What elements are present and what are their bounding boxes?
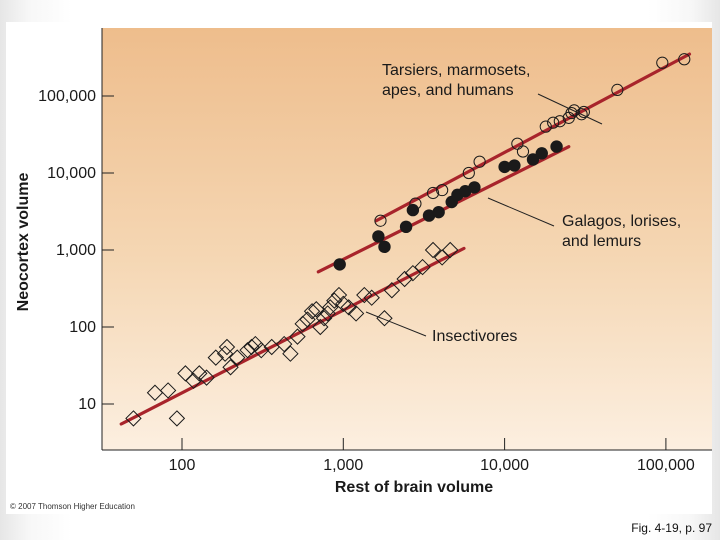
- data-point-open-diamond: [303, 303, 321, 320]
- data-point-filled-circle: [550, 140, 563, 153]
- data-point-filled-circle: [508, 159, 521, 172]
- data-point-open-circle: [553, 115, 566, 128]
- x-tick-label: 10,000: [480, 457, 529, 474]
- data-point-open-diamond: [177, 365, 194, 382]
- regression-line: [374, 52, 692, 223]
- data-point-open-circle: [568, 104, 581, 117]
- data-point-open-diamond: [222, 359, 239, 376]
- data-point-filled-circle: [422, 209, 436, 222]
- data-point-filled-circle: [378, 240, 391, 254]
- x-tick-label: 100: [169, 457, 196, 474]
- data-point-open-circle: [436, 183, 449, 197]
- data-point-open-diamond: [198, 369, 215, 386]
- data-point-open-diamond: [330, 286, 348, 304]
- data-point-open-circle: [426, 186, 440, 200]
- data-points: [125, 53, 691, 427]
- data-point-open-diamond: [239, 341, 256, 359]
- data-point-open-diamond: [207, 349, 225, 366]
- data-point-open-diamond: [146, 384, 164, 401]
- data-point-open-diamond: [424, 241, 442, 259]
- series-annotation-label: Tarsiers, marmosets,: [382, 62, 530, 79]
- data-point-open-diamond: [185, 372, 202, 390]
- data-point-open-diamond: [299, 311, 316, 328]
- y-tick-label: 100: [69, 319, 96, 336]
- data-point-open-circle: [516, 145, 530, 158]
- data-point-open-diamond: [168, 410, 186, 427]
- data-point-open-diamond: [383, 282, 401, 299]
- copyright-notice: © 2007 Thomson Higher Education: [10, 502, 135, 511]
- x-tick-label: 100,000: [637, 457, 695, 474]
- data-point-filled-circle: [432, 205, 445, 219]
- annotation-leader-line: [537, 93, 603, 125]
- data-point-open-circle: [577, 105, 590, 119]
- data-point-open-diamond: [340, 299, 357, 316]
- data-point-open-diamond: [125, 410, 142, 427]
- data-point-filled-circle: [406, 203, 420, 217]
- data-point-filled-circle: [526, 153, 540, 166]
- data-point-open-circle: [575, 108, 588, 121]
- plot-area: [102, 28, 712, 450]
- y-tick-label: 10: [78, 396, 96, 413]
- brain-volume-scatter-chart: 10 100 1,000 10,000 100,000 100 1,000 10,000 100…: [15, 28, 712, 496]
- data-point-open-circle: [678, 53, 691, 66]
- figure-caption: Fig. 4-19, p. 97: [631, 521, 712, 535]
- data-point-open-circle: [473, 155, 486, 168]
- data-point-open-diamond: [275, 335, 293, 353]
- data-point-open-diamond: [243, 338, 260, 356]
- data-point-open-circle: [539, 120, 552, 133]
- data-point-filled-circle: [535, 147, 548, 160]
- data-point-open-diamond: [315, 310, 333, 327]
- figure-panel: 10 100 1,000 10,000 100,000 100 1,000 10,000 100…: [6, 22, 712, 514]
- data-point-open-diamond: [159, 382, 177, 399]
- data-point-open-diamond: [218, 338, 236, 356]
- data-point-open-diamond: [322, 299, 339, 316]
- data-point-open-diamond: [363, 289, 380, 306]
- data-point-open-diamond: [308, 301, 325, 318]
- data-point-open-diamond: [319, 305, 336, 322]
- data-point-open-diamond: [191, 365, 208, 382]
- y-tick-label: 100,000: [38, 88, 96, 105]
- data-point-open-diamond: [229, 349, 246, 366]
- y-axis-title: Neocortex volume: [15, 173, 32, 312]
- y-tick-label: 10,000: [47, 165, 96, 182]
- series-annotation-label: Insectivores: [432, 328, 517, 345]
- data-point-open-diamond: [414, 258, 431, 276]
- annotation-leader-line: [487, 197, 555, 227]
- data-point-open-diamond: [282, 345, 299, 362]
- series-annotation-label: Galagos, lorises,: [562, 213, 681, 230]
- regression-line: [119, 246, 466, 426]
- data-point-open-diamond: [404, 264, 422, 282]
- series-annotation-label: and lemurs: [562, 233, 641, 250]
- data-point-open-circle: [462, 166, 475, 180]
- data-point-filled-circle: [468, 181, 481, 194]
- data-point-open-diamond: [376, 310, 393, 327]
- data-point-open-diamond: [294, 315, 311, 333]
- data-point-open-diamond: [335, 295, 352, 313]
- axes: 10 100 1,000 10,000 100,000 100 1,000 10,000 100…: [38, 28, 712, 474]
- x-tick-label: 1,000: [323, 457, 363, 474]
- data-point-open-diamond: [441, 241, 459, 259]
- data-point-open-circle: [611, 83, 624, 97]
- data-point-filled-circle: [372, 230, 385, 243]
- series-annotation-label: apes, and humans: [382, 82, 514, 99]
- data-point-open-diamond: [396, 270, 413, 288]
- data-point-filled-circle: [498, 160, 511, 174]
- y-tick-label: 1,000: [56, 242, 96, 259]
- data-point-filled-circle: [399, 220, 413, 234]
- data-point-open-diamond: [347, 305, 365, 322]
- data-point-filled-circle: [333, 258, 346, 271]
- data-point-open-diamond: [253, 341, 270, 359]
- data-point-open-circle: [547, 116, 560, 129]
- data-point-open-circle: [565, 106, 578, 120]
- data-point-open-circle: [656, 56, 669, 69]
- annotations: Tarsiers, marmosets, apes, and humans Gala…: [365, 62, 681, 345]
- data-point-open-diamond: [289, 328, 306, 345]
- x-axis-title: Rest of brain volume: [335, 479, 493, 496]
- data-point-open-circle: [374, 214, 387, 227]
- data-point-open-diamond: [326, 292, 343, 309]
- annotation-leader-line: [365, 311, 427, 337]
